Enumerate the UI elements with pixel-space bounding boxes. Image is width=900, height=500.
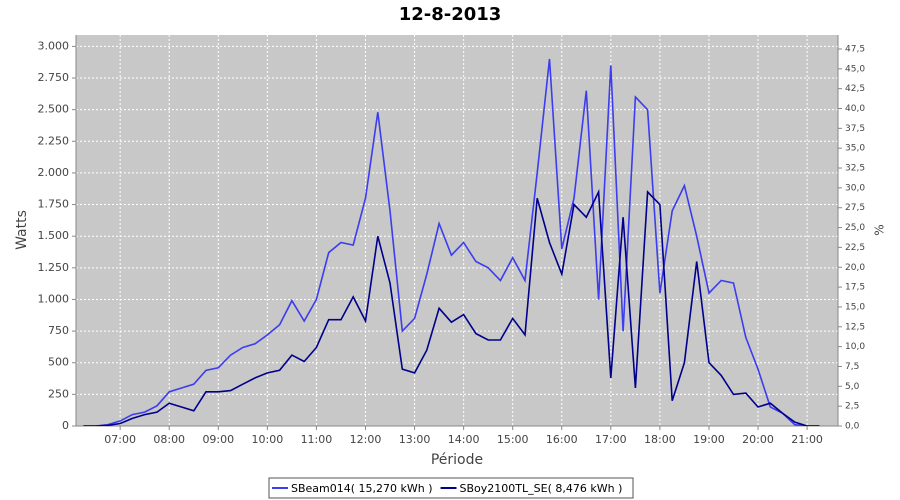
x-tick-label: 12:00: [350, 433, 382, 446]
y2-tick-label: 17,5: [845, 283, 865, 293]
x-tick-label: 21:00: [791, 433, 823, 446]
x-tick-label: 09:00: [202, 433, 234, 446]
y2-axis-label: %: [873, 224, 887, 235]
y2-tick-label: 22,5: [845, 243, 865, 253]
y2-tick-label: 47,5: [845, 44, 865, 54]
y-tick-label: 1.500: [38, 229, 70, 242]
y-tick-label: 1.250: [38, 261, 70, 274]
y2-tick-label: 12,5: [845, 322, 865, 332]
y2-tick-label: 10,0: [845, 342, 865, 352]
plot-area: [76, 35, 838, 426]
x-tick-label: 11:00: [301, 433, 333, 446]
y2-tick-label: 37,5: [845, 124, 865, 134]
x-tick-label: 19:00: [693, 433, 725, 446]
y-tick-label: 1.750: [38, 198, 70, 211]
y2-tick-label: 35,0: [845, 144, 865, 154]
series-line: [83, 188, 820, 426]
x-tick-label: 14:00: [448, 433, 480, 446]
y2-tick-label: 0,0: [845, 422, 860, 432]
y-tick-label: 0: [62, 419, 69, 432]
legend-label: SBoy2100TL_SE( 8,476 kWh ): [460, 482, 623, 495]
y2-tick-label: 42,5: [845, 84, 865, 94]
x-tick-label: 20:00: [742, 433, 774, 446]
y2-tick-label: 15,0: [845, 302, 865, 312]
x-tick-label: 17:00: [595, 433, 627, 446]
y-tick-label: 2.500: [38, 103, 70, 116]
y-tick-label: 250: [48, 387, 69, 400]
y-tick-label: 500: [48, 356, 69, 369]
y2-tick-label: 30,0: [845, 183, 865, 193]
x-tick-label: 07:00: [104, 433, 136, 446]
y2-tick-label: 5,0: [845, 382, 860, 392]
legend-label: SBeam014( 15,270 kWh ): [291, 482, 433, 495]
series-line: [83, 58, 820, 426]
x-tick-label: 08:00: [153, 433, 185, 446]
chart-title: 12-8-2013: [399, 4, 502, 25]
x-tick-label: 15:00: [497, 433, 529, 446]
y-axis-label: Watts: [14, 210, 30, 250]
y2-tick-label: 2,5: [845, 402, 859, 412]
y2-tick-label: 25,0: [845, 223, 865, 233]
y2-tick-label: 32,5: [845, 164, 865, 174]
y2-tick-label: 45,0: [845, 64, 865, 74]
y-tick-label: 2.250: [38, 134, 70, 147]
y2-tick-label: 7,5: [845, 362, 859, 372]
y-tick-label: 750: [48, 324, 69, 337]
y-tick-label: 3.000: [38, 39, 70, 52]
x-axis-label: Période: [431, 452, 483, 468]
y-tick-label: 2.000: [38, 166, 70, 179]
y2-tick-label: 20,0: [845, 263, 865, 273]
x-tick-label: 13:00: [399, 433, 431, 446]
y2-tick-label: 40,0: [845, 104, 865, 114]
x-tick-label: 10:00: [252, 433, 284, 446]
y2-tick-label: 27,5: [845, 203, 865, 213]
y-tick-label: 2.750: [38, 71, 70, 84]
x-tick-label: 16:00: [546, 433, 578, 446]
x-tick-label: 18:00: [644, 433, 676, 446]
y-tick-label: 1.000: [38, 292, 70, 305]
